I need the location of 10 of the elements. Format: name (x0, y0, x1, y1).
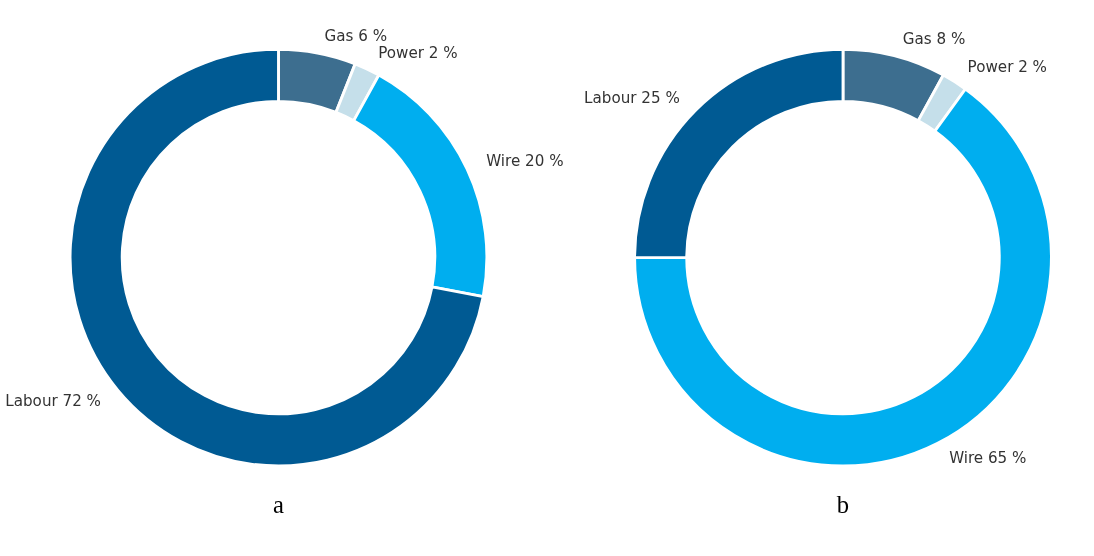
slice-label: Gas 8 % (902, 30, 966, 48)
text: a (273, 491, 284, 519)
slice-label: Labour 72 % (5, 392, 101, 411)
slice-label: Wire 65 % (949, 449, 1027, 468)
slice-label: Gas 6 % (324, 26, 388, 45)
slice-label: Wire 20 % (486, 152, 564, 171)
slice-label: Labour 25 % (584, 88, 680, 107)
slice-label: Power 2 % (378, 44, 458, 63)
slice-label: Power 2 % (967, 58, 1047, 77)
text: b (836, 491, 850, 519)
